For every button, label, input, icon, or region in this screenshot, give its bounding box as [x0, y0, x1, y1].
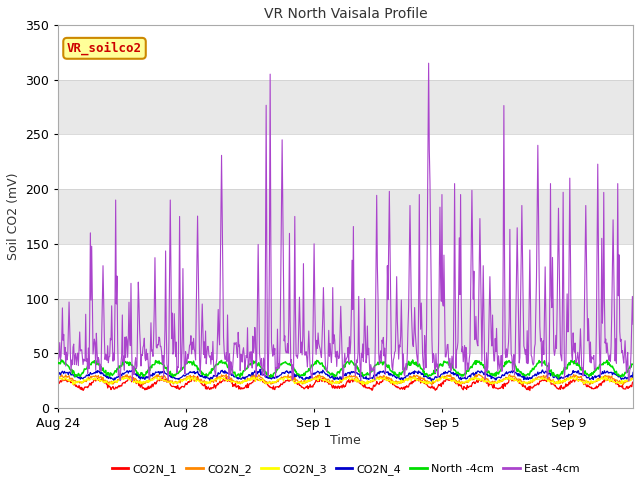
Bar: [58, 189, 633, 244]
Text: VR_soilco2: VR_soilco2: [67, 42, 142, 55]
Bar: [58, 353, 633, 408]
Bar: [58, 244, 633, 299]
Bar: [58, 134, 633, 189]
X-axis label: Time: Time: [330, 434, 361, 447]
Legend: CO2N_1, CO2N_2, CO2N_3, CO2N_4, North -4cm, East -4cm: CO2N_1, CO2N_2, CO2N_3, CO2N_4, North -4…: [107, 459, 584, 480]
Y-axis label: Soil CO2 (mV): Soil CO2 (mV): [7, 173, 20, 260]
Bar: [58, 80, 633, 134]
Bar: [58, 25, 633, 80]
Title: VR North Vaisala Profile: VR North Vaisala Profile: [264, 7, 428, 21]
Bar: [58, 299, 633, 353]
